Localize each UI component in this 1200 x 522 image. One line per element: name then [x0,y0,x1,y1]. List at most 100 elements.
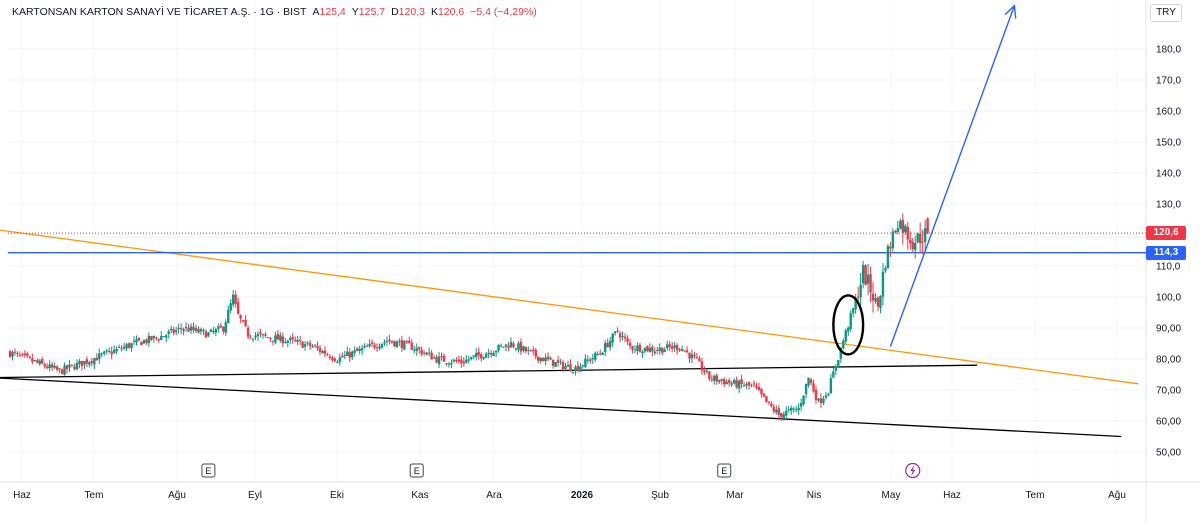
candle-body [284,342,287,344]
candle-body [770,403,773,407]
candle-body [147,335,151,344]
candle-body [740,379,743,385]
candle-body [839,347,842,359]
candle-body [60,369,64,374]
candle-body [859,284,862,298]
y-tick-label: 140,0 [1156,169,1181,180]
candle-body [822,398,825,404]
candle-body [286,340,289,343]
candle-body [219,325,222,328]
y-tick-label: 70,00 [1156,386,1181,397]
candle-body [11,351,14,357]
candle-body [621,335,624,337]
candle-body [152,336,156,339]
candle-body [638,344,642,352]
candle-body [326,354,329,356]
candle-body [232,294,235,305]
candle-body [395,341,399,348]
candle-body [504,344,508,347]
candle-body [844,330,847,342]
candle-body [896,228,900,233]
candle-body [616,330,619,332]
currency-button[interactable]: TRY [1150,4,1182,22]
candle-body [914,243,917,251]
open-value: 125,4 [319,6,346,18]
candle-body [775,409,778,413]
candle-body [636,345,639,351]
candle-body [130,343,133,349]
candle-body [142,340,146,344]
candle-body [38,360,41,365]
candle-body [405,341,408,343]
candle-body [13,351,17,353]
candle-body [224,322,227,333]
orange-trendline [0,229,1139,385]
candle-body [80,360,84,367]
y-tick-label: 90,00 [1156,324,1181,335]
candle-body [227,309,230,324]
candle-body [306,342,309,344]
candle-body [375,347,379,349]
candle-body [909,239,912,244]
candle-body [390,340,394,343]
candle-body [824,395,828,398]
candle-body [68,364,71,368]
candle-body [294,339,297,341]
candle-body [127,343,131,348]
y-tick-label: 50,00 [1156,448,1181,459]
candle-body [762,393,766,397]
candle-body [874,298,877,302]
candle-body [274,335,277,343]
lightning-bolt [910,465,916,476]
candle-body [527,349,530,351]
price-axis[interactable]: 50,0060,0070,0080,0090,00100,0110,0120,0… [1156,45,1181,459]
candle-body [368,343,371,347]
candle-body [360,348,364,351]
candle-body [58,368,61,370]
candle-body [916,232,919,243]
x-tick-label: Ara [486,490,502,501]
candle-body [33,360,36,362]
candle-body [663,349,666,352]
drawings-over-layer [832,4,1017,356]
candle-body [854,297,857,310]
candle-body [403,341,406,350]
candle-body [542,357,545,362]
close-key: K [430,6,438,18]
candle-body [876,297,880,307]
candle-body [871,293,875,301]
candle-body [643,347,647,352]
x-tick-label: Ağu [1108,490,1126,501]
candle-body [752,383,756,385]
candle-body [849,313,852,330]
symbol-title[interactable]: KARTONSAN KARTON SANAYİ VE TİCARET A.Ş. … [12,6,307,18]
candle-body [266,337,270,339]
candle-body [323,350,327,355]
candle-body [794,409,798,411]
candle-body [480,354,483,359]
candle-body [418,347,421,350]
candle-body [591,358,594,360]
candle-body [750,385,753,387]
candle-body [281,336,284,344]
candle-body [737,380,741,389]
candle-body [212,331,215,333]
symbol-header: KARTONSAN KARTON SANAYİ VE TİCARET A.Ş. … [12,5,537,19]
candle-body [804,383,808,395]
candle-body [365,345,369,347]
candle-body [735,380,738,388]
x-tick-label: Mar [726,490,744,501]
y-tick-label: 80,00 [1156,355,1181,366]
candle-body [658,347,661,352]
candle-body [509,342,513,348]
candle-body [373,344,376,348]
candle-body [465,359,468,363]
candle-body [864,265,867,286]
candle-body [626,338,629,342]
time-axis[interactable]: Haz Tem Ağu Eyl Eki Kas Ara 2026 Şub Mar Nis May Haz… [13,490,1126,501]
candle-body [477,351,480,356]
candle-body [73,366,76,370]
candle-body [678,349,681,351]
